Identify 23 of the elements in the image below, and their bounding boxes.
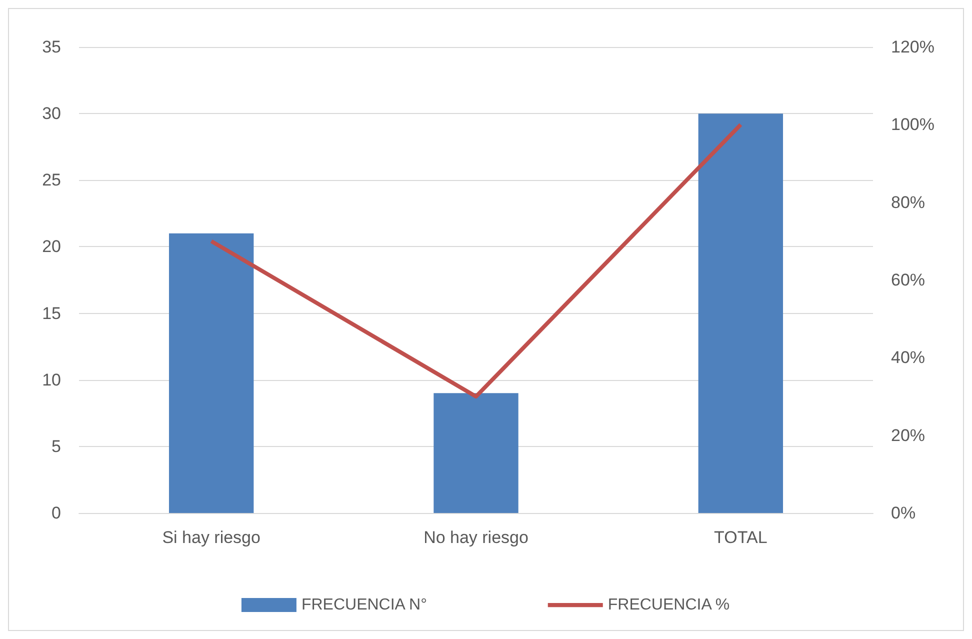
bar	[434, 393, 518, 513]
y2-tick-label: 40%	[891, 348, 926, 368]
y2-tick-label: 80%	[891, 192, 926, 212]
y-tick-label: 10	[42, 370, 61, 390]
y-tick-label: 0	[52, 504, 61, 522]
y-tick-label: 35	[42, 38, 61, 56]
x-tick-label: TOTAL	[714, 528, 768, 547]
bar	[698, 114, 784, 513]
legend-label: FRECUENCIA N°	[301, 596, 427, 614]
bar	[168, 233, 254, 513]
y-tick-label: 25	[42, 170, 61, 190]
legend-label: FRECUENCIA %	[608, 596, 730, 614]
x-tick-label: No hay riesgo	[424, 528, 528, 547]
x-tick-label: Si hay riesgo	[162, 528, 260, 547]
y2-tick-label: 100%	[891, 115, 934, 134]
y2-tick-label: 0%	[891, 504, 916, 522]
y-tick-label: 15	[42, 304, 61, 323]
y2-tick-label: 120%	[891, 38, 934, 56]
y-tick-label: 5	[52, 436, 61, 456]
y2-tick-label: 60%	[891, 270, 926, 290]
y-tick-label: 20	[42, 237, 61, 256]
y2-tick-label: 20%	[891, 426, 926, 445]
y-tick-label: 30	[42, 104, 61, 124]
